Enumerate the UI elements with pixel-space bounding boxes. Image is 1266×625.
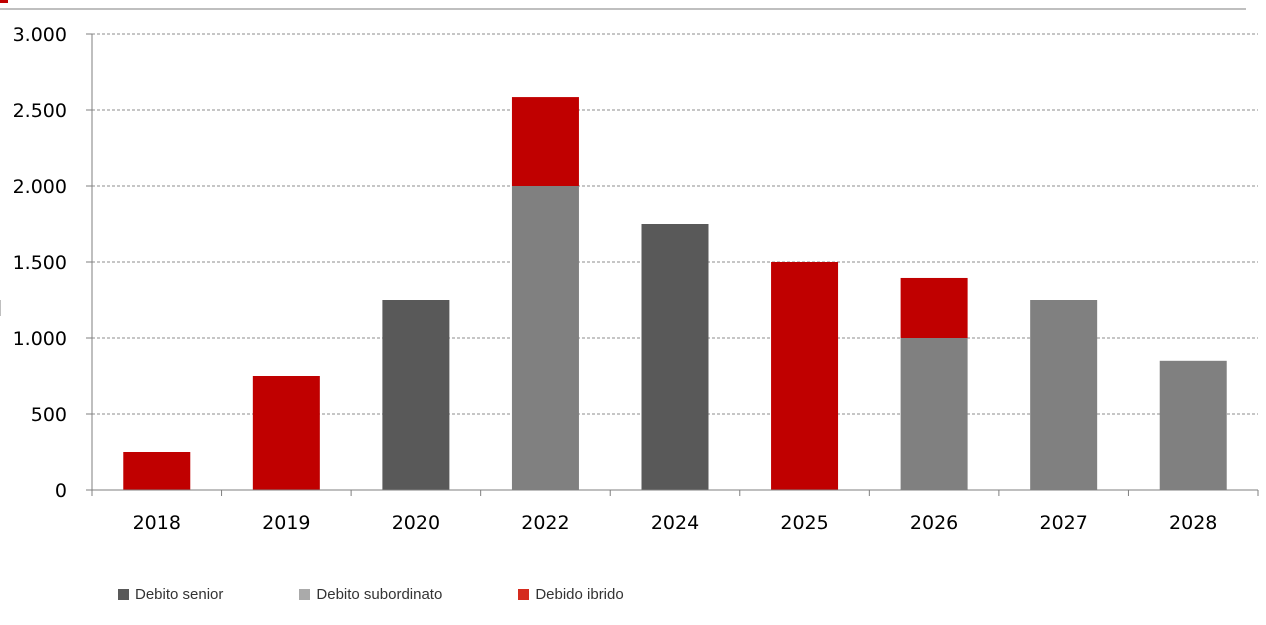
bar-segment <box>382 300 450 490</box>
x-tick-label: 2024 <box>651 512 699 534</box>
bar-segment <box>511 97 579 186</box>
bar-segment <box>511 186 579 490</box>
bar-segment <box>771 262 839 490</box>
y-tick-label: 0 <box>55 480 67 502</box>
y-tick-label: 1.000 <box>13 328 67 350</box>
x-tick-label: 2027 <box>1039 512 1087 534</box>
legend-label-debito-senior: Debito senior <box>135 586 224 603</box>
bar-segment <box>1030 300 1098 490</box>
x-tick-label: 2022 <box>521 512 569 534</box>
legend-label-debido-ibrido: Debido ibrido <box>535 586 624 603</box>
bar-segment <box>900 277 968 338</box>
y-tick-label: 1.500 <box>13 252 67 274</box>
y-tick-label: 2.500 <box>13 100 67 122</box>
y-tick-label: 2.000 <box>13 176 67 198</box>
bar-segment <box>252 376 320 490</box>
x-tick-label: 2025 <box>780 512 828 534</box>
legend-swatch-debito-subordinato <box>299 589 311 600</box>
x-tick-label: 2019 <box>262 512 310 534</box>
title-fragment <box>0 0 8 3</box>
legend-label-debito-subordinato: Debito subordinato <box>316 586 443 603</box>
legend-swatch-debito-senior <box>118 589 129 600</box>
legend-item-debito-subordinato: Debito subordinato <box>299 586 442 603</box>
legend-item-debido-ibrido: Debido ibrido <box>518 586 624 603</box>
bar-segment <box>900 338 968 490</box>
legend-item-debito-senior: Debito senior <box>118 586 223 603</box>
x-tick-label: 2026 <box>910 512 958 534</box>
y-tick-label: 500 <box>31 404 67 426</box>
x-tick-label: 2018 <box>133 512 181 534</box>
legend: Debito senior Debito subordinato Debido … <box>118 586 674 603</box>
bar-segment <box>1159 360 1227 490</box>
y-tick-label: 3.000 <box>13 24 67 46</box>
x-tick-label: 2028 <box>1169 512 1217 534</box>
x-tick-label: 2020 <box>392 512 440 534</box>
legend-swatch-debido-ibrido <box>518 589 530 600</box>
bar-segment <box>123 452 191 490</box>
bar-segment <box>641 224 709 490</box>
